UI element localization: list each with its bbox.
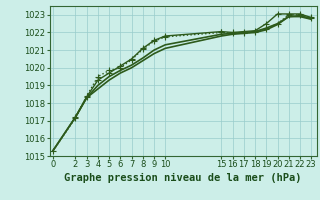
X-axis label: Graphe pression niveau de la mer (hPa): Graphe pression niveau de la mer (hPa) [64, 173, 302, 183]
